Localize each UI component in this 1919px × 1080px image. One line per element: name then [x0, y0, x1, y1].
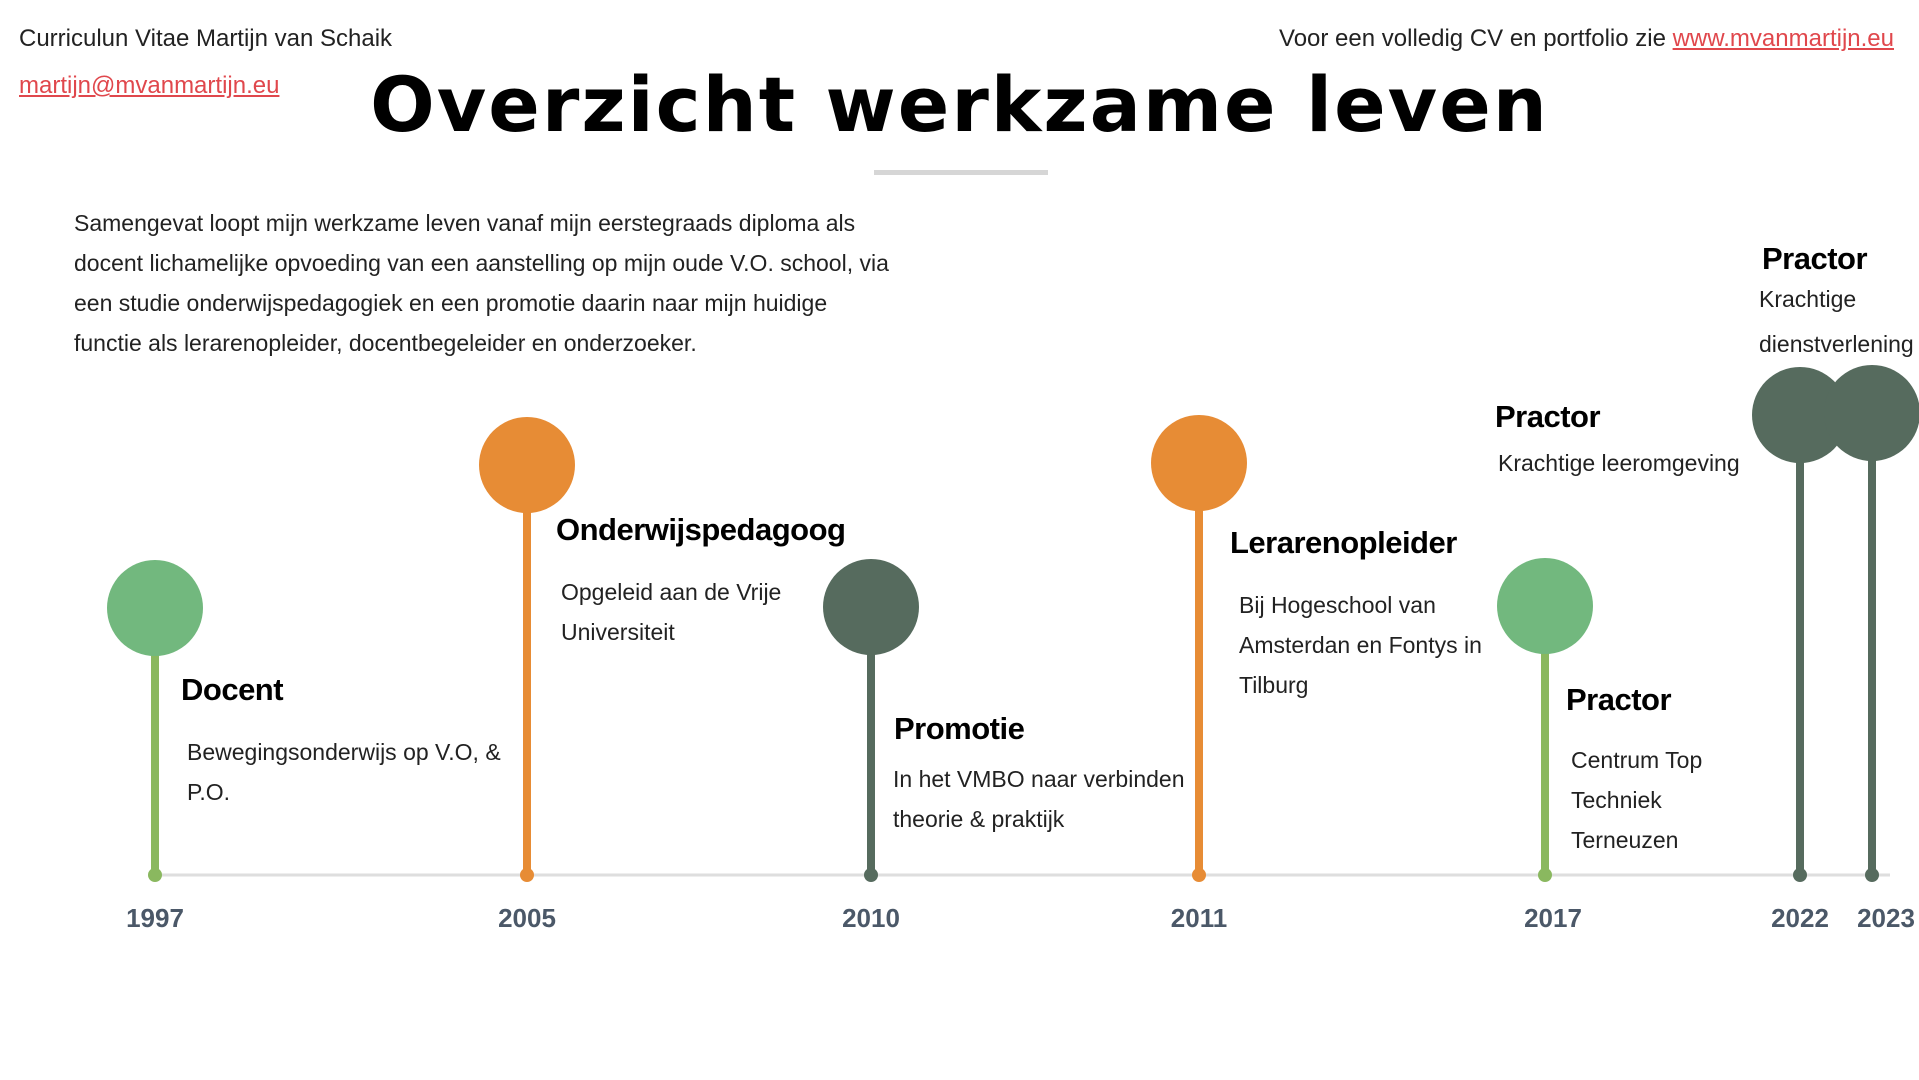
event-desc-1997: Bewegingsonderwijs op V.O, & P.O.: [187, 739, 501, 805]
timeline-marker-2005: [479, 417, 575, 882]
marker-pin: [1497, 558, 1593, 654]
marker-pin: [1824, 365, 1919, 461]
portfolio-note: Voor een volledig CV en portfolio zie ww…: [1279, 25, 1894, 53]
email-link[interactable]: martijn@mvanmartijn.eu: [19, 72, 280, 99]
timeline-marker-2017: [1497, 558, 1593, 882]
marker-dot: [1865, 868, 1879, 882]
event-title-1997: Docent: [181, 672, 284, 707]
year-label-2011: 2011: [1170, 903, 1228, 933]
timeline-marker-2022: [1752, 367, 1848, 882]
event-title-2022: Practor: [1495, 399, 1601, 434]
marker-dot: [1793, 868, 1807, 882]
event-desc-2010: In het VMBO naar verbinden theorie & pra…: [893, 766, 1185, 832]
timeline-marker-1997: [107, 560, 203, 882]
event-desc-2023: Krachtige dienstverlening: [1759, 286, 1914, 357]
timeline-marker-2011: [1151, 415, 1247, 882]
marker-dot: [520, 868, 534, 882]
year-label-1997: 1997: [126, 903, 184, 933]
event-title-2010: Promotie: [894, 711, 1025, 746]
marker-pin: [479, 417, 575, 513]
marker-pin: [107, 560, 203, 656]
marker-dot: [864, 868, 878, 882]
event-desc-2011: Bij Hogeschool van Amsterdan en Fontys i…: [1239, 592, 1482, 698]
event-desc-2022: Krachtige leeromgeving: [1498, 450, 1740, 476]
portfolio-text: Voor een volledig CV en portfolio zie: [1279, 25, 1673, 52]
portfolio-link[interactable]: www.mvanmartijn.eu: [1672, 25, 1894, 52]
event-desc-2005: Opgeleid aan de Vrije Universiteit: [561, 579, 782, 645]
year-label-2023: 2023: [1857, 903, 1915, 933]
event-desc-2017: Centrum Top Techniek Terneuzen: [1571, 747, 1703, 853]
marker-dot: [1192, 868, 1206, 882]
marker-pin: [823, 559, 919, 655]
event-title-2023: Practor: [1762, 241, 1868, 276]
marker-pin: [1752, 367, 1848, 463]
event-title-2005: Onderwijspedagoog: [556, 512, 846, 547]
timeline-marker-2010: [823, 559, 919, 882]
marker-dot: [148, 868, 162, 882]
year-label-2010: 2010: [842, 903, 900, 933]
event-title-2017: Practor: [1566, 682, 1672, 717]
marker-pin: [1151, 415, 1247, 511]
title-divider: [874, 170, 1048, 175]
year-label-2017: 2017: [1524, 903, 1582, 933]
timeline-marker-2023: [1824, 365, 1919, 882]
page-title: Overzicht werkzame leven: [370, 60, 1549, 149]
year-label-2005: 2005: [498, 903, 556, 933]
year-label-2022: 2022: [1771, 903, 1829, 933]
summary-text: Samengevat loopt mijn werkzame leven van…: [74, 210, 889, 356]
cv-title: Curriculun Vitae Martijn van Schaik: [19, 25, 393, 52]
event-title-2011: Lerarenopleider: [1230, 525, 1457, 560]
marker-dot: [1538, 868, 1552, 882]
